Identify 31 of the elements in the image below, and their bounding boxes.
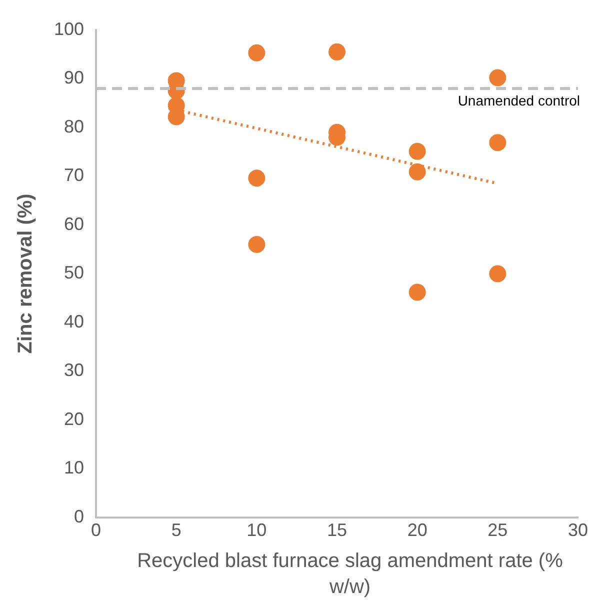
x-tick-label: 25 xyxy=(488,520,508,540)
y-tick-label: 80 xyxy=(64,116,84,136)
point xyxy=(408,142,426,160)
y-tick-label: 20 xyxy=(64,408,84,429)
point xyxy=(408,163,426,180)
x-tick-label: 30 xyxy=(568,520,588,540)
y-tick-label: 50 xyxy=(64,262,84,283)
x-tick-label: 10 xyxy=(246,520,267,540)
x-tick-label: 5 xyxy=(171,520,182,540)
y-tick-label: 100 xyxy=(54,18,84,39)
point xyxy=(248,236,266,253)
y-tick-label: 70 xyxy=(64,165,84,186)
point xyxy=(489,134,506,152)
x-axis-title: Recycled blast furnace slag amendment rate (% w/w) xyxy=(136,549,564,600)
y-axis-title: Zinc removal (%) xyxy=(14,194,37,354)
x-tick-label: 20 xyxy=(407,520,428,540)
y-tick-label: 10 xyxy=(64,458,84,478)
point xyxy=(248,44,266,62)
y-tick-label: 30 xyxy=(64,360,84,380)
x-tick-label: 15 xyxy=(327,520,348,540)
point xyxy=(248,170,266,187)
y-tick-label: 0 xyxy=(74,506,84,526)
point xyxy=(489,265,506,282)
point xyxy=(408,284,426,301)
y-tick-label: 40 xyxy=(64,311,84,332)
y-tick-label: 60 xyxy=(64,214,84,234)
x-tick-label: 0 xyxy=(91,520,102,540)
y-tick-label: 90 xyxy=(64,68,84,88)
point xyxy=(489,69,506,86)
ref-line-label: Unamended control xyxy=(458,92,580,108)
point xyxy=(328,43,346,60)
